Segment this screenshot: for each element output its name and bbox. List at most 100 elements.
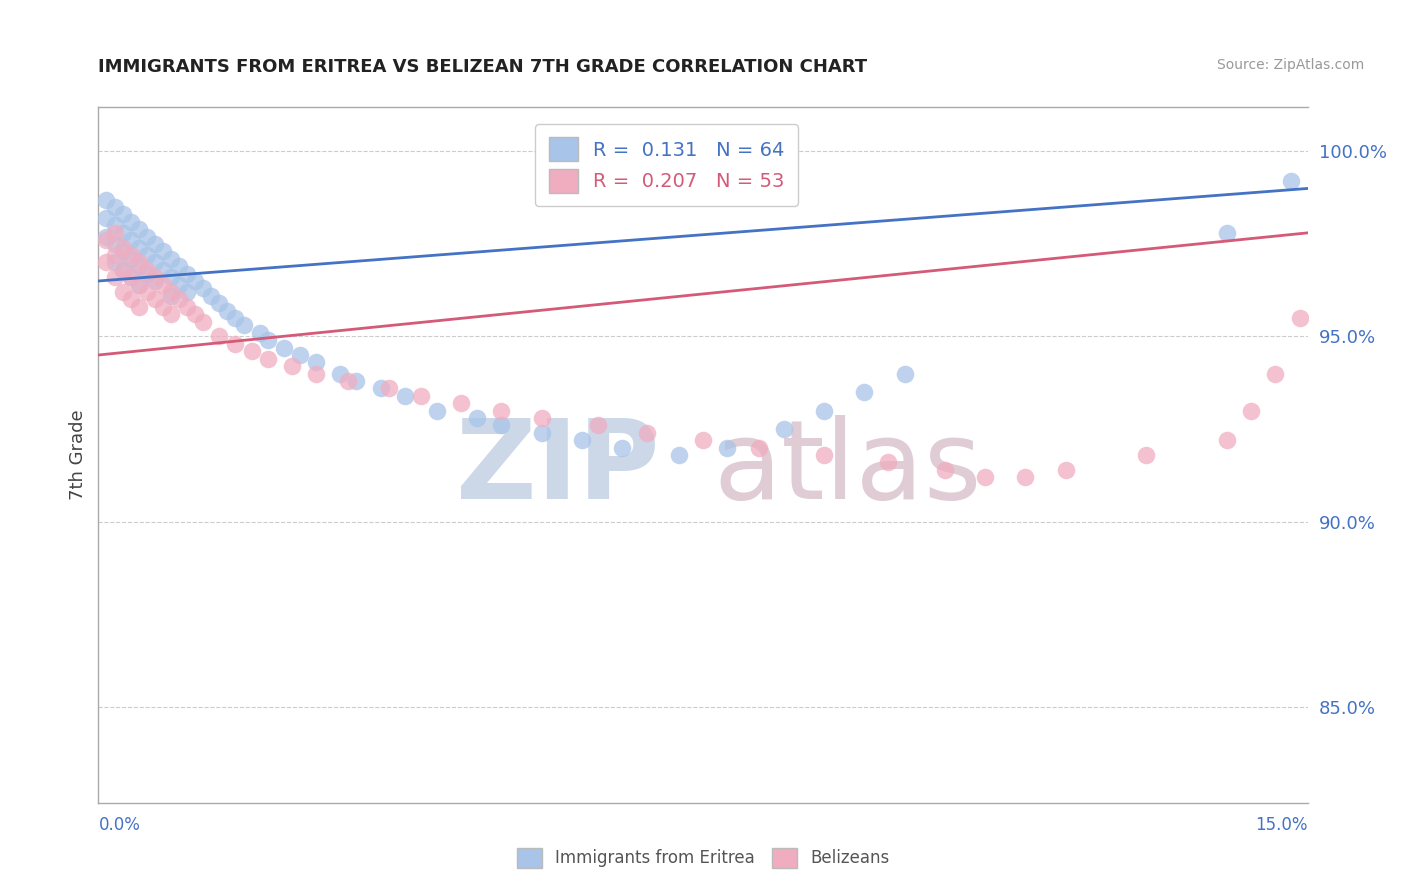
Point — [256, 333, 278, 347]
Point — [344, 374, 367, 388]
Point — [426, 403, 449, 417]
Point — [491, 403, 513, 417]
Text: 0.0%: 0.0% — [98, 816, 141, 834]
Point — [120, 215, 142, 229]
Point — [668, 448, 690, 462]
Point — [329, 367, 352, 381]
Point — [96, 229, 118, 244]
Point — [1240, 403, 1263, 417]
Point — [111, 226, 134, 240]
Point — [256, 351, 278, 366]
Point — [160, 285, 183, 299]
Point — [1135, 448, 1157, 462]
Point — [934, 463, 956, 477]
Point — [103, 248, 125, 262]
Point — [96, 233, 118, 247]
Point — [160, 307, 183, 321]
Point — [184, 307, 207, 321]
Point — [1054, 463, 1077, 477]
Point — [853, 384, 876, 399]
Point — [103, 200, 125, 214]
Point — [893, 367, 915, 381]
Point — [152, 244, 174, 259]
Point — [692, 433, 714, 447]
Point — [586, 418, 609, 433]
Point — [120, 252, 142, 266]
Point — [193, 315, 215, 329]
Point — [716, 441, 738, 455]
Point — [128, 300, 150, 314]
Text: IMMIGRANTS FROM ERITREA VS BELIZEAN 7TH GRADE CORRELATION CHART: IMMIGRANTS FROM ERITREA VS BELIZEAN 7TH … — [98, 58, 868, 76]
Point — [249, 326, 271, 340]
Point — [167, 293, 190, 307]
Point — [176, 300, 198, 314]
Point — [96, 193, 118, 207]
Point — [200, 289, 222, 303]
Point — [813, 403, 835, 417]
Point — [377, 381, 399, 395]
Point — [224, 337, 246, 351]
Point — [530, 425, 553, 440]
Point — [135, 248, 157, 262]
Legend: R =  0.131   N = 64, R =  0.207   N = 53: R = 0.131 N = 64, R = 0.207 N = 53 — [536, 124, 799, 206]
Point — [128, 277, 150, 292]
Point — [450, 396, 472, 410]
Point — [877, 455, 900, 469]
Point — [120, 248, 142, 262]
Point — [1288, 310, 1310, 325]
Point — [217, 303, 239, 318]
Point — [224, 310, 246, 325]
Point — [167, 277, 190, 292]
Point — [636, 425, 658, 440]
Point — [128, 241, 150, 255]
Point — [305, 355, 328, 369]
Point — [167, 259, 190, 273]
Point — [176, 267, 198, 281]
Point — [240, 344, 263, 359]
Point — [96, 211, 118, 225]
Point — [612, 441, 634, 455]
Point — [491, 418, 513, 433]
Point — [128, 255, 150, 269]
Point — [193, 281, 215, 295]
Point — [103, 219, 125, 233]
Point — [571, 433, 593, 447]
Point — [160, 252, 183, 266]
Point — [1216, 433, 1239, 447]
Point — [160, 270, 183, 285]
Point — [1281, 174, 1303, 188]
Point — [111, 241, 134, 255]
Point — [1216, 226, 1239, 240]
Point — [111, 207, 134, 221]
Point — [128, 222, 150, 236]
Point — [152, 277, 174, 292]
Point — [370, 381, 392, 395]
Text: 15.0%: 15.0% — [1256, 816, 1308, 834]
Text: Source: ZipAtlas.com: Source: ZipAtlas.com — [1216, 58, 1364, 72]
Point — [288, 348, 311, 362]
Point — [176, 285, 198, 299]
Point — [111, 285, 134, 299]
Point — [120, 293, 142, 307]
Point — [273, 341, 295, 355]
Point — [96, 255, 118, 269]
Legend: Immigrants from Eritrea, Belizeans: Immigrants from Eritrea, Belizeans — [510, 841, 896, 875]
Point — [128, 259, 150, 273]
Point — [128, 277, 150, 292]
Point — [103, 237, 125, 252]
Point — [1014, 470, 1036, 484]
Point — [748, 441, 770, 455]
Point — [143, 237, 166, 252]
Point — [530, 411, 553, 425]
Point — [394, 389, 416, 403]
Point — [208, 296, 231, 310]
Point — [152, 263, 174, 277]
Point — [772, 422, 794, 436]
Point — [305, 367, 328, 381]
Point — [409, 389, 432, 403]
Point — [103, 270, 125, 285]
Point — [337, 374, 360, 388]
Point — [232, 318, 254, 333]
Point — [135, 229, 157, 244]
Point — [111, 263, 134, 277]
